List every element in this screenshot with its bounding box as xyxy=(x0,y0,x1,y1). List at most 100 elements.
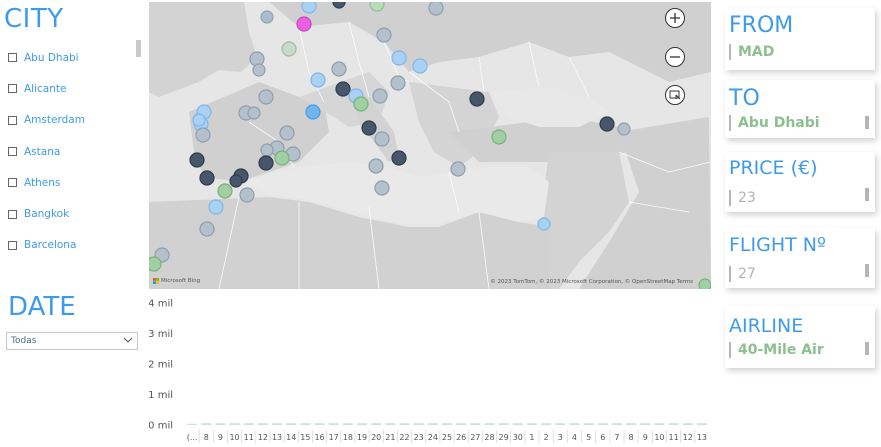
bar[interactable] xyxy=(696,423,707,425)
list-item[interactable]: Bangkok xyxy=(8,198,140,229)
x-tick-label: 11 xyxy=(669,433,679,442)
bar[interactable] xyxy=(229,423,240,425)
y-tick-label: 3 mil xyxy=(149,329,173,340)
to-label: TO xyxy=(729,86,760,111)
x-tick-label: 21 xyxy=(385,433,395,442)
checkbox[interactable] xyxy=(8,147,17,157)
checkbox[interactable] xyxy=(8,240,17,250)
checkbox[interactable] xyxy=(8,209,17,219)
x-tick-label: 8 xyxy=(204,433,209,442)
airline-label: AIRLINE xyxy=(729,315,804,337)
date-dropdown[interactable]: Todas xyxy=(6,332,138,350)
city-label: Bangkok xyxy=(24,208,70,221)
bar[interactable] xyxy=(442,423,452,425)
city-label: Barcelona xyxy=(24,239,77,252)
bar[interactable] xyxy=(470,423,481,425)
from-card: FROM MAD xyxy=(725,8,875,70)
airline-scrollbar[interactable] xyxy=(865,342,869,355)
x-tick-label: 12 xyxy=(683,433,693,442)
x-tick-label: 10 xyxy=(654,433,664,442)
to-scrollbar[interactable] xyxy=(865,116,869,129)
bar[interactable] xyxy=(640,423,651,425)
map[interactable]: Microsoft Bing © 2023 TomTom, © 2023 Mic… xyxy=(149,2,711,289)
list-item[interactable]: Barcelona xyxy=(8,230,140,261)
x-tick-label: 27 xyxy=(470,433,480,442)
zoom-in-icon[interactable] xyxy=(664,7,686,29)
bar[interactable] xyxy=(569,423,580,425)
airline-value: 40-Mile Air xyxy=(729,342,824,358)
bar[interactable] xyxy=(201,423,212,425)
bar[interactable] xyxy=(682,423,693,425)
to-card: TO Abu Dhabi xyxy=(725,80,875,138)
x-tick-label: 24 xyxy=(428,433,438,442)
checkbox[interactable] xyxy=(8,178,17,188)
list-item[interactable]: Abu Dhabi xyxy=(8,42,140,73)
bar[interactable] xyxy=(654,423,665,425)
bar[interactable] xyxy=(583,423,594,425)
bar[interactable] xyxy=(300,423,311,425)
bar[interactable] xyxy=(243,423,254,425)
bar[interactable] xyxy=(597,423,608,425)
x-tick-label: 20 xyxy=(371,433,381,442)
bar[interactable] xyxy=(371,423,382,425)
list-item[interactable]: Amsterdam xyxy=(8,105,140,136)
bing-logo: Microsoft Bing xyxy=(153,278,200,284)
bar[interactable] xyxy=(215,423,226,425)
flight-label: FLIGHT Nº xyxy=(729,234,826,256)
price-scrollbar[interactable] xyxy=(865,188,869,201)
bar[interactable] xyxy=(626,423,637,425)
checkbox[interactable] xyxy=(8,115,17,125)
x-tick-label: 2 xyxy=(544,433,549,442)
x-tick-label: 16 xyxy=(314,433,324,442)
bar[interactable] xyxy=(541,423,552,425)
zoom-out-icon[interactable] xyxy=(664,46,686,68)
x-tick-label: 10 xyxy=(229,433,239,442)
from-label: FROM xyxy=(729,13,794,38)
bar[interactable] xyxy=(385,423,396,425)
bar[interactable] xyxy=(257,423,268,425)
city-title: CITY xyxy=(4,4,64,34)
x-tick-label: 17 xyxy=(329,433,339,442)
x-tick-label: 15 xyxy=(300,433,310,442)
bar[interactable] xyxy=(399,423,410,425)
bar[interactable] xyxy=(286,423,297,425)
select-area-icon[interactable] xyxy=(664,84,686,106)
map-canvas xyxy=(149,2,711,289)
price-label: PRICE (€) xyxy=(729,157,818,179)
flight-scrollbar[interactable] xyxy=(865,264,869,277)
bar[interactable] xyxy=(328,423,339,425)
price-value: 23 xyxy=(729,190,756,206)
y-tick-label: 4 mil xyxy=(149,299,173,310)
bar[interactable] xyxy=(187,423,198,425)
bar[interactable] xyxy=(456,423,467,425)
bar[interactable] xyxy=(413,423,424,425)
x-tick-label: 19 xyxy=(357,433,367,442)
from-value: MAD xyxy=(729,44,774,60)
bar[interactable] xyxy=(498,423,509,425)
bar[interactable] xyxy=(357,423,367,425)
x-tick-label: 7 xyxy=(614,433,619,442)
x-tick-label: 12 xyxy=(258,433,268,442)
list-item[interactable]: Astana xyxy=(8,136,140,167)
y-tick-label: 0 mil xyxy=(149,421,173,432)
list-item[interactable]: Alicante xyxy=(8,73,140,104)
bing-label: Microsoft Bing xyxy=(161,278,201,284)
bar[interactable] xyxy=(484,423,495,425)
bar[interactable] xyxy=(611,423,622,425)
bar[interactable] xyxy=(668,423,679,425)
list-item[interactable]: Athens xyxy=(8,167,140,198)
bar[interactable] xyxy=(272,423,283,425)
map-attribution[interactable]: © 2023 TomTom, © 2023 Microsoft Corporat… xyxy=(490,279,693,285)
bar[interactable] xyxy=(512,423,523,425)
bar[interactable] xyxy=(342,423,353,425)
checkbox[interactable] xyxy=(8,84,17,94)
x-tick-label: 13 xyxy=(697,433,707,442)
city-list-scrollbar[interactable] xyxy=(136,40,141,57)
bar[interactable] xyxy=(527,423,537,425)
x-tick-label: 13 xyxy=(272,433,282,442)
checkbox[interactable] xyxy=(8,53,17,63)
airline-card: AIRLINE 40-Mile Air xyxy=(725,306,875,368)
bar[interactable] xyxy=(555,423,566,425)
bar[interactable] xyxy=(427,423,438,425)
bar[interactable] xyxy=(314,423,325,425)
